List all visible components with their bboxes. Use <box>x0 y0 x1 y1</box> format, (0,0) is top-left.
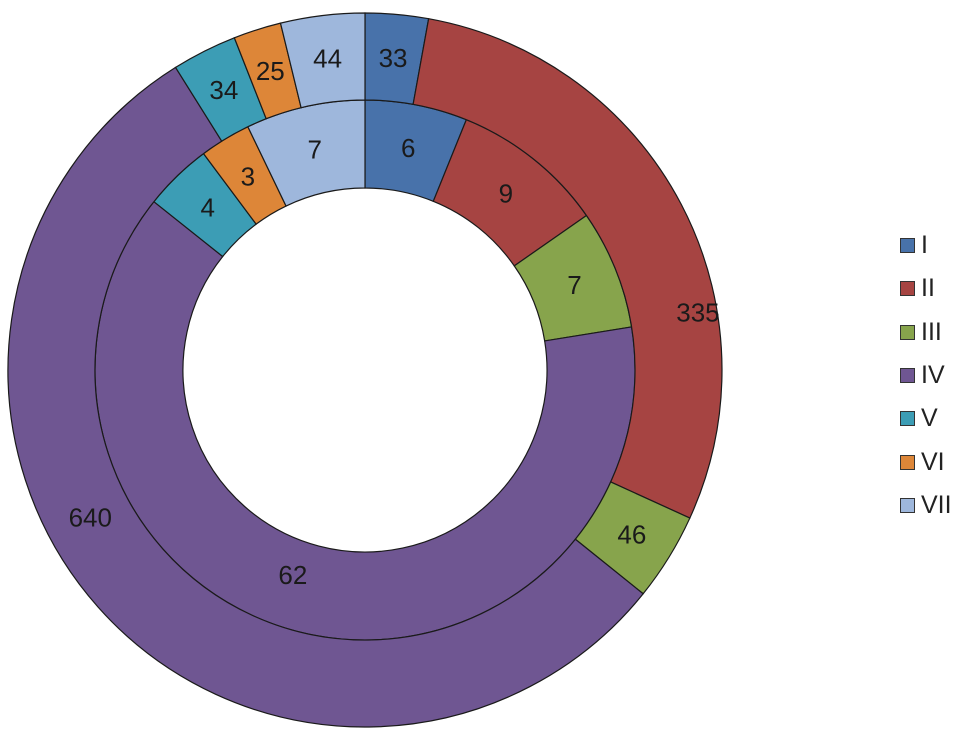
legend-label-III: III <box>921 317 942 346</box>
legend-label-V: V <box>921 404 938 433</box>
outer-value-label-III: 46 <box>617 520 646 550</box>
outer-value-label-I: 33 <box>379 43 408 73</box>
outer-slice-IV <box>7 66 645 728</box>
legend-item-V: V <box>900 397 967 440</box>
legend-swatch-VI <box>900 454 915 470</box>
inner-value-label-III: 7 <box>567 270 581 300</box>
outer-slice-VII <box>279 12 366 109</box>
legend-item-II: II <box>900 267 967 310</box>
legend-label-I: I <box>921 231 928 260</box>
legend-item-III: III <box>900 311 967 354</box>
legend: I II III IV V VI VII <box>900 224 967 527</box>
legend-swatch-III <box>900 324 915 340</box>
inner-value-label-VII: 7 <box>307 135 321 165</box>
legend-label-VII: VII <box>921 490 952 519</box>
outer-slice-II <box>412 18 723 519</box>
legend-swatch-VII <box>900 497 915 513</box>
outer-value-label-VII: 44 <box>313 44 342 74</box>
outer-value-label-V: 34 <box>209 75 238 105</box>
inner-value-label-VI: 3 <box>241 162 255 192</box>
legend-label-II: II <box>921 274 935 303</box>
legend-swatch-V <box>900 411 915 427</box>
inner-value-label-II: 9 <box>499 178 513 208</box>
legend-swatch-IV <box>900 368 915 384</box>
legend-item-VI: VI <box>900 440 967 483</box>
legend-swatch-II <box>900 281 915 297</box>
outer-value-label-II: 335 <box>676 298 719 328</box>
legend-label-VI: VI <box>921 447 945 476</box>
outer-value-label-VI: 25 <box>256 56 285 86</box>
legend-item-VII: VII <box>900 484 967 527</box>
legend-item-I: I <box>900 224 967 267</box>
outer-value-label-IV: 640 <box>69 502 112 532</box>
legend-item-IV: IV <box>900 354 967 397</box>
inner-value-label-I: 6 <box>401 133 415 163</box>
legend-swatch-I <box>900 238 915 254</box>
inner-value-label-IV: 62 <box>278 560 307 590</box>
legend-label-IV: IV <box>921 361 945 390</box>
inner-value-label-V: 4 <box>201 193 215 223</box>
